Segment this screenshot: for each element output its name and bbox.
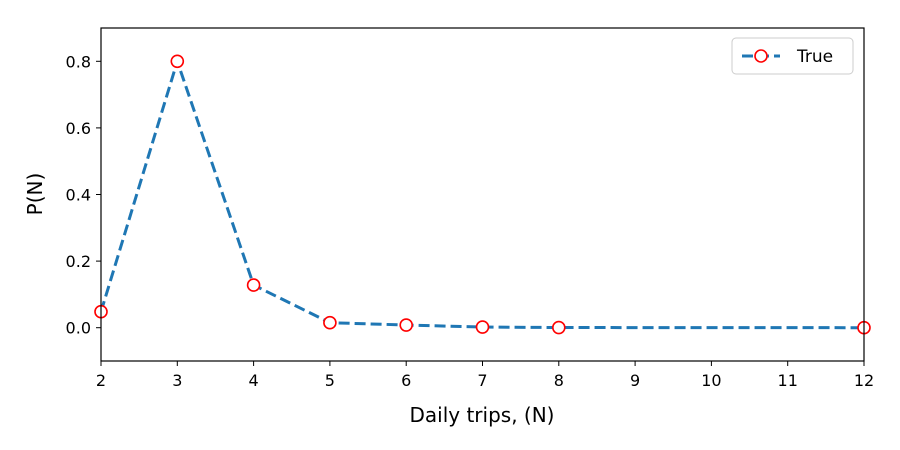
legend-marker <box>754 49 768 63</box>
y-tick-label: 0.8 <box>66 52 91 71</box>
legend-label: True <box>796 47 833 67</box>
axes: 2 3 4 5 6 7 8 9 10 11 12 0.0 0.2 0.4 0.6 0.8 <box>66 27 874 390</box>
data-point <box>475 320 490 334</box>
x-tick-label: 7 <box>477 371 487 390</box>
x-axis-title: Daily trips, (N) <box>410 403 555 427</box>
x-tick-label: 9 <box>630 371 640 390</box>
x-tick-label: 12 <box>854 371 874 390</box>
y-axis-title: P(N) <box>23 173 47 216</box>
x-tick-label: 11 <box>778 371 798 390</box>
data-point <box>399 318 414 332</box>
data-point <box>246 278 261 292</box>
x-tick-label: 5 <box>325 371 335 390</box>
legend: True <box>731 37 854 75</box>
legend-box <box>731 37 854 75</box>
data-point <box>551 320 566 335</box>
x-tick-label: 10 <box>701 371 721 390</box>
x-tick-label: 6 <box>401 371 411 390</box>
x-tick-label: 8 <box>554 371 564 390</box>
y-tick-label: 0.6 <box>66 119 91 138</box>
x-tick-label: 2 <box>96 371 106 390</box>
y-tick-label: 0.2 <box>66 252 91 271</box>
y-tick-label: 0.0 <box>66 319 91 338</box>
data-point <box>170 54 185 69</box>
y-tick-label: 0.4 <box>66 186 91 205</box>
data-point <box>323 315 337 330</box>
x-tick-label: 3 <box>172 371 182 390</box>
x-tick-label: 4 <box>249 371 259 390</box>
plot-area <box>94 54 871 335</box>
